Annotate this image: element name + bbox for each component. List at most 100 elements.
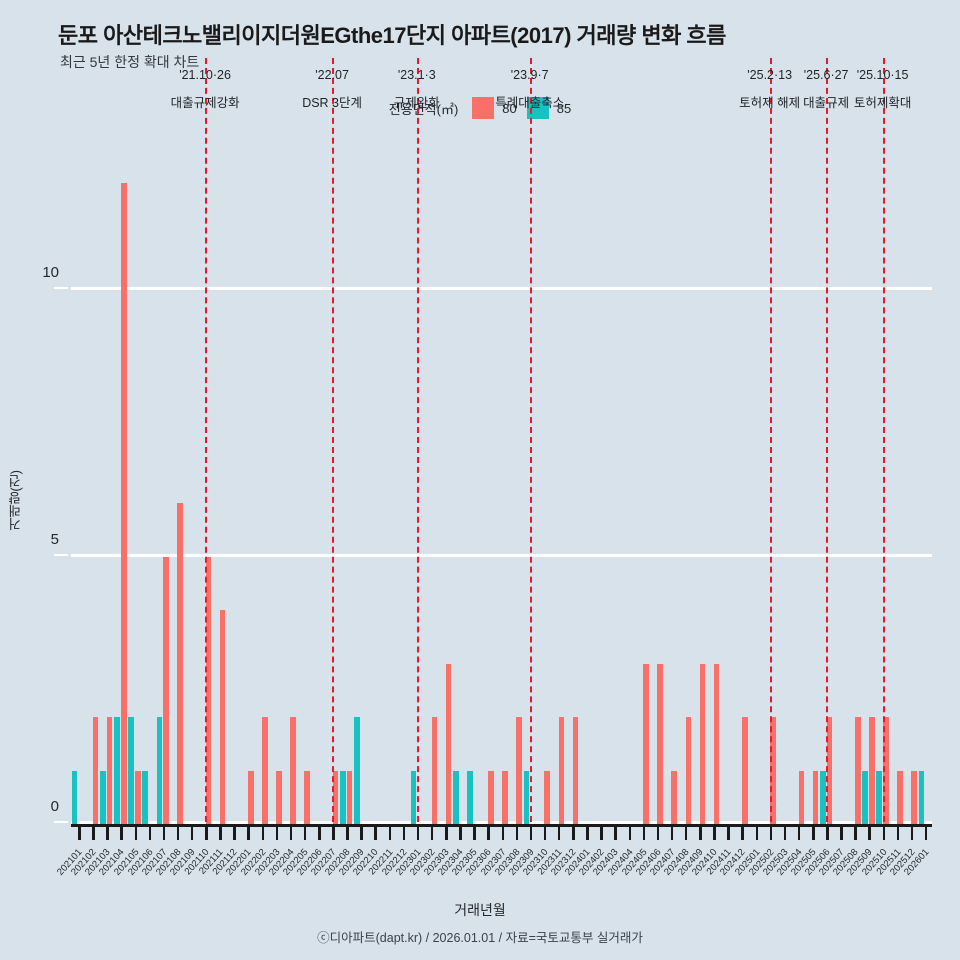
bar-80-202307[interactable] — [502, 770, 508, 824]
bar-85-202107[interactable] — [156, 717, 163, 824]
bar-80-202208[interactable] — [346, 770, 353, 824]
bar-80-202509[interactable] — [869, 717, 875, 824]
event-line-202510 — [882, 58, 885, 832]
bar-80-202510[interactable] — [883, 717, 889, 824]
bar-85-202104[interactable] — [114, 717, 120, 824]
bar-85-202209[interactable] — [354, 717, 360, 824]
bar-80-202512[interactable] — [911, 770, 918, 824]
legend-item-85[interactable]: 85 — [526, 97, 571, 119]
bar-80-202207[interactable] — [332, 770, 339, 824]
bar-80-202103[interactable] — [106, 717, 113, 824]
bar-85-202304[interactable] — [452, 770, 459, 824]
bar-80-202111[interactable] — [219, 610, 226, 824]
bar-80-202303[interactable] — [445, 663, 452, 824]
bar-80-202201[interactable] — [248, 770, 254, 824]
event-date-202301: '23.1·3 — [397, 68, 436, 82]
bar-85-202305[interactable] — [467, 770, 473, 824]
x-tick-202111 — [219, 827, 222, 840]
bar-85-202510[interactable] — [876, 770, 882, 824]
bar-85-202301[interactable] — [410, 770, 417, 824]
page-subtitle: 최근 5년 한정 확대 차트 — [60, 54, 200, 70]
bar-80-202204[interactable] — [290, 717, 296, 824]
page-title: 둔포 아산테크노밸리이지더원EGthe17단지 아파트(2017) 거래량 변화… — [58, 23, 726, 48]
bar-85-202309[interactable] — [523, 770, 530, 824]
bar-80-202405[interactable] — [643, 663, 649, 824]
x-tick-202101 — [78, 827, 81, 840]
bar-80-202308[interactable] — [516, 717, 522, 824]
x-tick-202407 — [670, 827, 674, 840]
y-tick-dash-10 — [54, 286, 68, 289]
bar-85-202105[interactable] — [128, 717, 134, 824]
bar-80-202205[interactable] — [304, 770, 311, 824]
x-tick-202108 — [176, 827, 180, 840]
bar-85-202106[interactable] — [142, 770, 149, 824]
bar-80-202408[interactable] — [685, 717, 692, 824]
event-label-202506: 대출규제 — [803, 96, 850, 110]
bar-80-202311[interactable] — [558, 717, 565, 824]
event-line-202301 — [416, 58, 419, 832]
bar-85-202208[interactable] — [340, 770, 346, 824]
x-tick-202312 — [572, 827, 575, 840]
bar-80-202506[interactable] — [826, 717, 833, 824]
x-tick-202404 — [628, 827, 632, 840]
x-tick-202411 — [727, 827, 730, 840]
bar-85-202101[interactable] — [71, 770, 78, 824]
bar-80-202511[interactable] — [897, 770, 903, 824]
bar-80-202502[interactable] — [770, 717, 776, 824]
bar-80-202508[interactable] — [854, 717, 861, 824]
bar-80-202108[interactable] — [177, 503, 184, 824]
x-tick-202405 — [642, 827, 646, 840]
event-line-202309 — [529, 58, 532, 832]
legend-title: 전용면적(㎡) — [388, 101, 459, 117]
bar-80-202406[interactable] — [657, 663, 663, 824]
bar-80-202107[interactable] — [163, 556, 169, 824]
bar-85-202601[interactable] — [918, 770, 925, 824]
bar-80-202412[interactable] — [742, 717, 748, 824]
x-tick-202310 — [543, 827, 547, 840]
x-tick-202403 — [614, 827, 617, 840]
legend-swatch-85 — [526, 97, 549, 119]
bar-80-202102[interactable] — [92, 717, 99, 824]
event-date-202506: '25.6·27 — [803, 68, 849, 82]
bar-80-202104[interactable] — [121, 182, 127, 824]
x-tick-202410 — [713, 827, 716, 840]
x-tick-202203 — [275, 827, 279, 840]
bar-85-202506[interactable] — [819, 770, 826, 824]
x-tick-202504 — [797, 827, 801, 840]
bar-80-202407[interactable] — [671, 770, 678, 824]
bar-85-202103[interactable] — [100, 770, 106, 824]
bar-80-202105[interactable] — [135, 770, 141, 824]
event-label-202510: 토허제확대 — [853, 96, 912, 110]
y-tick-label-0: 0 — [50, 798, 59, 815]
bar-80-202312[interactable] — [572, 717, 579, 824]
x-tick-202308 — [515, 827, 519, 840]
bar-80-202302[interactable] — [431, 717, 438, 824]
bar-80-202505[interactable] — [812, 770, 819, 824]
x-tick-202205 — [303, 827, 307, 840]
x-tick-202511 — [896, 827, 900, 840]
bar-80-202202[interactable] — [262, 717, 268, 824]
y-tick-label-5: 5 — [50, 530, 59, 548]
bar-80-202310[interactable] — [544, 770, 551, 824]
bar-80-202306[interactable] — [487, 770, 494, 824]
bar-85-202509[interactable] — [862, 770, 868, 824]
gridline-0 — [71, 821, 932, 824]
legend: 전용면적(㎡) 80 85 — [0, 97, 960, 119]
bar-80-202203[interactable] — [276, 770, 282, 824]
bar-80-202110[interactable] — [205, 556, 212, 824]
x-tick-202408 — [684, 827, 688, 840]
x-tick-202306 — [487, 827, 490, 840]
x-tick-202304 — [459, 827, 462, 840]
x-tick-202302 — [430, 827, 434, 840]
x-tick-202301 — [416, 827, 420, 840]
x-tick-202109 — [190, 827, 194, 840]
x-tick-202401 — [586, 827, 589, 840]
bar-80-202410[interactable] — [713, 663, 720, 824]
event-label-202301: 규제완화 — [393, 96, 440, 110]
x-tick-202107 — [162, 827, 166, 840]
legend-item-80[interactable]: 80 — [472, 97, 517, 119]
x-axis-line — [71, 824, 932, 827]
x-tick-202201 — [247, 827, 250, 840]
bar-80-202504[interactable] — [798, 770, 805, 824]
bar-80-202409[interactable] — [699, 663, 706, 824]
